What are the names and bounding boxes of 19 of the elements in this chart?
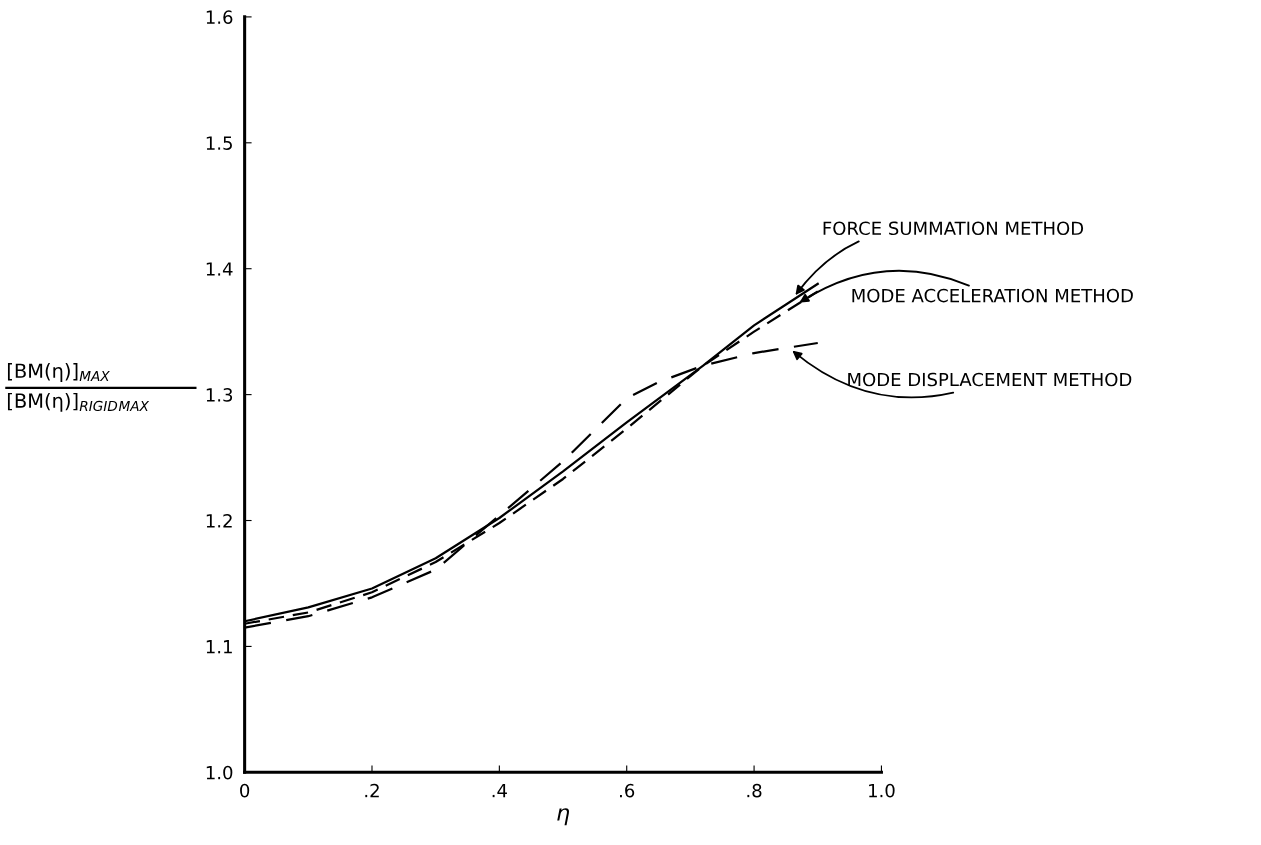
x-tick-label: .8 <box>747 783 762 798</box>
y-tick-label: 1.6 <box>206 10 233 25</box>
x-tick-label: .4 <box>492 784 507 798</box>
x-tick-label: .6 <box>620 783 635 798</box>
y-tick-label: 1.1 <box>206 640 232 654</box>
y-tick-label: 1.4 <box>206 262 233 276</box>
y-tick-label: 1.0 <box>206 765 233 780</box>
x-tick-label: .2 <box>365 783 379 798</box>
y-tick-label: 1.2 <box>206 513 232 528</box>
annotation: MODE DISPLACEMENT METHOD <box>848 372 1132 387</box>
annotation: MODE ACCELERATION METHOD <box>852 288 1133 303</box>
text: [BM(η)]$_{MAX}$ <box>7 363 110 382</box>
annotation: FORCE SUMMATION METHOD <box>823 221 1084 236</box>
y-tick-label: 1.3 <box>206 388 233 402</box>
x-tick-label: 1.0 <box>869 783 895 798</box>
x-axis-title: η <box>557 808 570 826</box>
x-tick-label: 0 <box>240 783 250 798</box>
y-tick-label: 1.5 <box>206 136 232 150</box>
text: [BM(η)]$_{RIGIDMAX}$ <box>7 392 150 412</box>
